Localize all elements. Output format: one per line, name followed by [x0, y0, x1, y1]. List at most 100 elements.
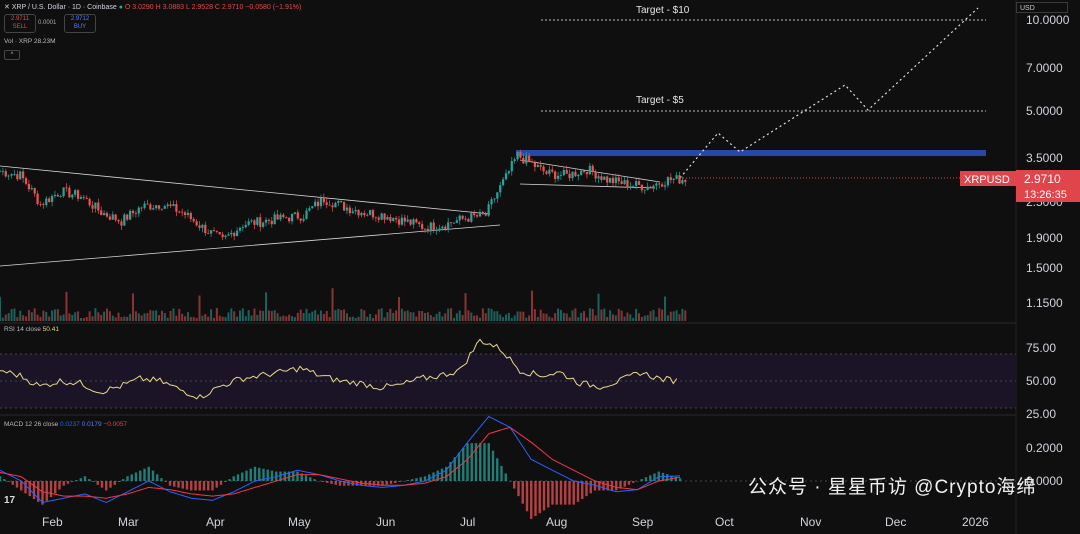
- macd-hist-bar: [598, 481, 601, 491]
- macd-hist-bar: [134, 472, 138, 481]
- macd-hist-bar: [71, 481, 74, 482]
- candle-body: [59, 196, 62, 197]
- watermark: 公众号 · 星星币访 @Crypto海绵: [748, 477, 1037, 498]
- volume-bars: [0, 288, 687, 321]
- volume-bar: [421, 311, 424, 321]
- volume-bar: [100, 314, 103, 321]
- candlestick-series[interactable]: [0, 149, 687, 241]
- volume-bar: [0, 296, 1, 321]
- macd-hist-bar: [249, 468, 252, 481]
- macd-hist-bar: [164, 481, 167, 482]
- macd-hist-bar: [385, 481, 388, 485]
- volume-bar: [74, 312, 77, 321]
- sell-button[interactable]: 2.9711 SELL: [4, 14, 36, 33]
- candle-body: [137, 207, 140, 214]
- candle-body: [617, 177, 620, 182]
- candle-body: [666, 177, 670, 186]
- volume-bar: [343, 309, 346, 321]
- volume-bar: [487, 308, 490, 321]
- price-tick: 1.5000: [1026, 261, 1063, 275]
- volume-bar: [681, 308, 684, 321]
- candle-body: [314, 201, 317, 207]
- volume-bar: [571, 310, 574, 321]
- macd-hist-bar: [258, 467, 261, 481]
- volume-bar: [143, 313, 146, 321]
- volume-bar: [438, 311, 441, 321]
- volume-bar: [345, 313, 348, 321]
- volume-bar: [181, 313, 184, 321]
- candle-body: [646, 186, 649, 190]
- volume-bar: [429, 315, 432, 321]
- volume-bar: [557, 308, 560, 321]
- candle-body: [493, 198, 496, 200]
- candle-body: [406, 219, 409, 222]
- macd-hist-bar: [126, 476, 129, 481]
- currency-select[interactable]: USD: [1016, 2, 1068, 13]
- triangle-upper-trendline[interactable]: [0, 165, 491, 215]
- volume-bar: [16, 317, 19, 321]
- macd-hist-bar: [215, 481, 218, 488]
- signal-line[interactable]: [0, 426, 681, 499]
- candle-body: [582, 170, 586, 172]
- sell-label: SELL: [12, 24, 28, 30]
- volume-bar: [548, 316, 551, 321]
- macd-hist-bar: [347, 481, 350, 486]
- macd-hist-bar: [338, 481, 342, 486]
- time-axis[interactable]: Feb Mar Apr May Jun Jul Aug Sep Oct Nov …: [42, 515, 989, 529]
- volume-bar: [493, 311, 496, 321]
- price-tick: 1.1500: [1026, 296, 1063, 310]
- volume-bar: [56, 309, 59, 321]
- symbol-title[interactable]: XRP / U.S. Dollar · 1D · Coinbase: [11, 4, 117, 11]
- macd-hist-bar: [479, 443, 482, 481]
- candle-body: [102, 213, 106, 216]
- candle-body: [282, 214, 285, 218]
- candle-body: [611, 177, 615, 184]
- volume-bar: [597, 293, 600, 321]
- resistance-zone[interactable]: [516, 150, 986, 156]
- macd-hist-bar: [368, 481, 371, 486]
- price-tick: 7.0000: [1026, 61, 1063, 75]
- candle-body: [568, 173, 571, 179]
- macd-hist-bar: [219, 481, 223, 485]
- volume-bar: [363, 310, 366, 321]
- volume-bar: [496, 311, 499, 321]
- candle-body: [551, 169, 554, 172]
- volume-bar: [259, 310, 262, 321]
- macd-hist-bar: [309, 477, 312, 481]
- candle-body: [421, 224, 424, 229]
- candle-body: [635, 181, 638, 186]
- rsi-line[interactable]: [0, 338, 678, 400]
- volume-bar: [389, 308, 392, 321]
- collapse-icon[interactable]: ^: [4, 50, 20, 60]
- macd-hist-bar: [198, 481, 201, 491]
- candle-body: [27, 183, 31, 190]
- volume-bar: [253, 308, 256, 321]
- volume-bar: [328, 317, 331, 321]
- volume-bar: [484, 313, 487, 321]
- volume-bar: [262, 310, 265, 321]
- candle-body: [444, 226, 447, 230]
- macd-hist-bar: [321, 481, 325, 482]
- macd-line[interactable]: [0, 415, 681, 504]
- volume-bar: [505, 314, 507, 321]
- projection-path[interactable]: [679, 7, 979, 179]
- macd-hist-bar: [232, 476, 235, 481]
- rsi-band: [0, 354, 1016, 408]
- volume-bar: [371, 317, 374, 321]
- candle-body: [100, 210, 103, 216]
- volume-bar: [531, 290, 534, 321]
- flag-lower-trendline[interactable]: [519, 183, 656, 189]
- volume-bar: [675, 310, 678, 321]
- candle-body: [632, 185, 635, 187]
- volume-bar: [464, 293, 467, 321]
- close-icon[interactable]: ✕: [4, 4, 10, 11]
- price-axis[interactable]: 10.0000 7.0000 5.0000 3.5000 2.5000 1.90…: [1026, 13, 1070, 310]
- buy-button[interactable]: 2.9712 BUY: [64, 14, 96, 33]
- volume-bar: [507, 312, 510, 321]
- triangle-lower-trendline[interactable]: [0, 224, 501, 267]
- candle-body: [276, 214, 279, 220]
- volume-bar: [267, 310, 270, 321]
- macd-hist-bar: [122, 479, 125, 481]
- candle-body: [452, 222, 456, 224]
